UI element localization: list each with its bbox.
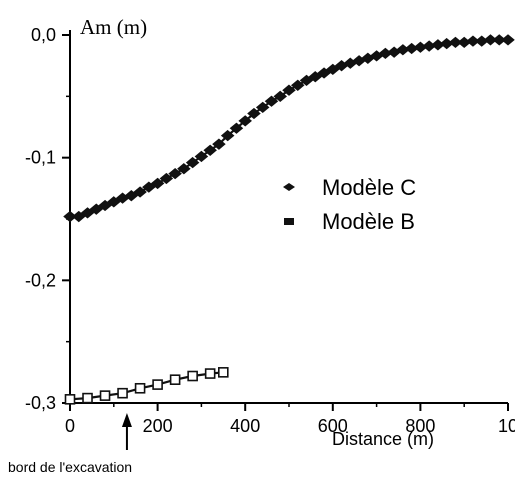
data-point-modele-c bbox=[255, 101, 270, 114]
annotation-layer: bord de l'excavation bbox=[8, 413, 132, 475]
series-layer bbox=[63, 34, 515, 405]
data-point-modele-b bbox=[204, 368, 216, 379]
data-point-modele-b bbox=[99, 390, 111, 401]
legend: Modèle C Modèle B bbox=[283, 175, 416, 234]
data-point-modele-c bbox=[194, 150, 209, 163]
series-line-modele-b bbox=[69, 371, 224, 401]
data-point-modele-c bbox=[317, 67, 331, 79]
data-point-modele-c bbox=[150, 177, 165, 190]
data-point-modele-b bbox=[64, 394, 76, 405]
legend-item-modele-b: Modèle B bbox=[284, 209, 415, 234]
data-point-modele-c bbox=[290, 79, 305, 91]
data-point-modele-c bbox=[142, 181, 156, 193]
legend-label: Modèle C bbox=[322, 175, 416, 200]
annotation-text: bord de l'excavation bbox=[8, 459, 132, 475]
data-point-modele-c bbox=[185, 156, 200, 169]
data-point-modele-c bbox=[89, 203, 104, 215]
legend-item-modele-c: Modèle C bbox=[283, 175, 416, 200]
legend-marker-modele-b bbox=[284, 218, 294, 225]
y-tick-label: -0,2 bbox=[25, 270, 56, 290]
data-point-modele-c bbox=[282, 84, 296, 96]
data-point-modele-c bbox=[273, 90, 288, 102]
data-point-modele-b bbox=[82, 392, 93, 404]
axes: Am (m) Distance (m) bbox=[69, 15, 508, 449]
y-tick-label: 0,0 bbox=[31, 25, 56, 45]
data-point-modele-c bbox=[238, 115, 252, 127]
x-tick-label: 10 bbox=[498, 416, 515, 436]
y-tick-label: -0,3 bbox=[25, 393, 56, 413]
x-tick-label: 200 bbox=[143, 416, 173, 436]
data-point-modele-c bbox=[203, 144, 217, 156]
data-point-modele-c bbox=[159, 172, 174, 185]
y-tick-label: -0,1 bbox=[25, 148, 56, 168]
legend-marker-modele-c bbox=[283, 183, 295, 191]
data-point-modele-c bbox=[326, 63, 340, 75]
data-point-modele-c bbox=[177, 163, 191, 175]
legend-label: Modèle B bbox=[322, 209, 415, 234]
y-axis-label: Am (m) bbox=[80, 15, 147, 39]
data-point-modele-c bbox=[264, 95, 279, 107]
data-point-modele-c bbox=[133, 186, 147, 198]
data-point-modele-c bbox=[308, 71, 323, 83]
x-tick-label: 400 bbox=[230, 416, 260, 436]
ticks: 0,0 -0,1 -0,2 -0,3 0 200 400 600 800 10 bbox=[25, 25, 515, 436]
data-point-modele-c bbox=[220, 129, 235, 142]
data-point-modele-b bbox=[218, 367, 229, 378]
x-tick-label: 800 bbox=[405, 416, 435, 436]
data-point-modele-c bbox=[168, 167, 182, 180]
data-point-modele-c bbox=[124, 190, 139, 202]
data-point-modele-b bbox=[187, 370, 198, 382]
x-axis-label: Distance (m) bbox=[332, 429, 434, 449]
data-point-modele-b bbox=[152, 379, 163, 390]
x-tick-label: 600 bbox=[318, 416, 348, 436]
data-point-modele-c bbox=[229, 122, 244, 134]
data-point-modele-c bbox=[71, 210, 86, 223]
data-point-modele-c bbox=[501, 34, 515, 46]
annotation-arrowhead bbox=[121, 413, 132, 427]
data-point-modele-c bbox=[247, 107, 261, 120]
data-point-modele-c bbox=[80, 207, 95, 219]
data-point-modele-b bbox=[134, 382, 146, 394]
data-point-modele-b bbox=[117, 387, 128, 399]
data-point-modele-b bbox=[169, 374, 181, 385]
data-point-modele-c bbox=[98, 199, 112, 212]
x-tick-label: 0 bbox=[65, 416, 75, 436]
data-point-modele-c bbox=[299, 74, 314, 87]
data-point-modele-c bbox=[107, 196, 121, 208]
data-point-modele-c bbox=[212, 138, 226, 150]
